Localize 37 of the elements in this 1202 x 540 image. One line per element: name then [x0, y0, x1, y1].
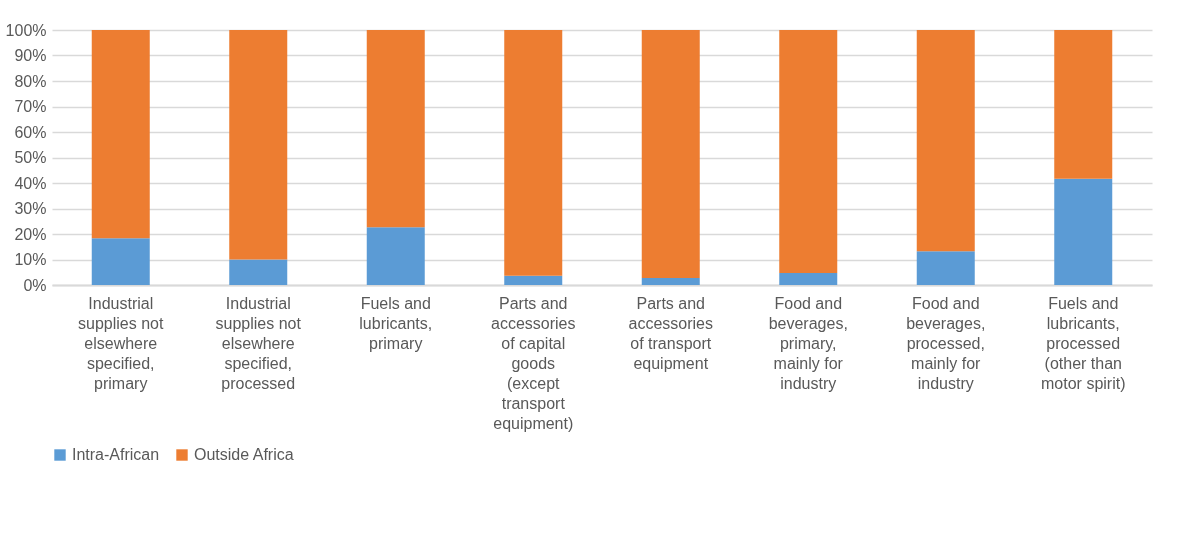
y-tick-label: 0% — [23, 276, 47, 294]
bar — [366, 30, 425, 228]
bar — [779, 273, 838, 285]
bar — [366, 227, 425, 285]
x-tick-label: Industrial supplies not elsewhere specified, primary — [78, 294, 164, 392]
bar — [1054, 178, 1113, 285]
y-tick-label: 50% — [14, 149, 47, 166]
y-tick-label: 80% — [14, 72, 47, 90]
y-tick-label: 20% — [14, 225, 47, 243]
bar — [229, 30, 288, 260]
bar — [916, 251, 975, 285]
x-tick-label: Fuels and lubricants, processed (other than motor spirit) — [1041, 294, 1126, 392]
bar — [229, 259, 288, 285]
bar — [779, 30, 838, 274]
y-tick-label: 100% — [5, 21, 47, 39]
bar — [641, 30, 700, 279]
x-tick-label: Parts and accessories of capital goods (except transport equipment) — [491, 294, 576, 432]
bar — [504, 30, 563, 276]
x-tick-label: Food and beverages, primary, mainly for industry — [768, 294, 848, 392]
legend-label: Intra-African — [72, 446, 160, 463]
bar — [916, 30, 975, 252]
x-tick-label: Parts and accessories of transport equipment — [628, 294, 713, 372]
y-tick-label: 40% — [14, 174, 47, 192]
x-tick-label: Fuels and lubricants, primary — [359, 294, 433, 352]
bar — [1054, 30, 1113, 179]
x-tick-label: Industrial supplies not elsewhere specified, processed — [215, 294, 302, 392]
legend-label: Outside Africa — [194, 446, 294, 463]
y-tick-label: 70% — [14, 98, 47, 115]
y-tick-label: 90% — [14, 47, 47, 64]
y-tick-label: 30% — [14, 200, 47, 217]
bar — [641, 278, 700, 285]
bar — [91, 238, 150, 285]
x-tick-label: Food and beverages, processed, mainly for industry — [906, 294, 986, 392]
bar — [91, 30, 150, 239]
bar — [504, 275, 563, 285]
y-tick-label: 10% — [14, 251, 47, 268]
y-tick-label: 60% — [14, 123, 47, 141]
